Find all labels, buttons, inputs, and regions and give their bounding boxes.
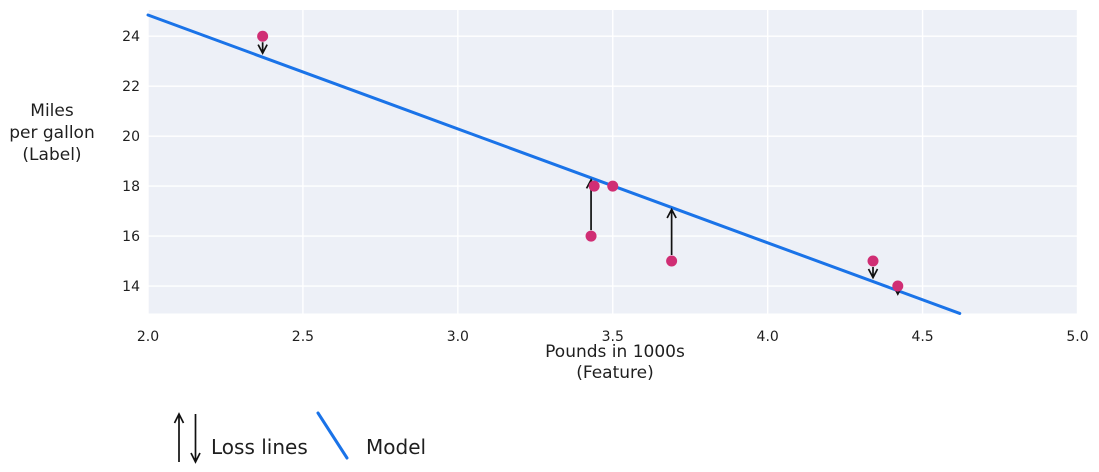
loss-lines-icon <box>173 412 201 464</box>
y-tick-label: 22 <box>122 79 140 95</box>
data-point <box>892 280 904 292</box>
legend-loss-lines-label: Loss lines <box>211 435 308 459</box>
loss-line-arrow <box>257 42 268 55</box>
data-point <box>585 230 597 242</box>
x-tick-label: 4.0 <box>757 329 779 345</box>
y-tick-label: 24 <box>122 29 140 45</box>
model-line <box>146 13 962 315</box>
y-tick-label: 20 <box>122 129 140 145</box>
data-point <box>666 255 678 267</box>
legend-model-label: Model <box>366 435 427 459</box>
y-tick-label: 18 <box>122 179 140 195</box>
y-tick-label: 14 <box>122 279 140 295</box>
x-tick-label: 2.0 <box>137 329 159 345</box>
x-axis-title: Pounds in 1000s (Feature) <box>545 342 685 383</box>
data-point <box>867 255 879 267</box>
data-point <box>588 180 600 192</box>
x-tick-label: 5.0 <box>1066 329 1088 345</box>
data-point <box>257 30 269 42</box>
model-line-icon <box>316 411 349 460</box>
y-tick-label: 16 <box>122 229 140 245</box>
loss-line-arrow <box>867 267 879 280</box>
data-point <box>607 180 619 192</box>
y-axis-title: Miles per gallon (Label) <box>9 101 95 165</box>
x-tick-label: 3.0 <box>447 329 469 345</box>
x-tick-label: 4.5 <box>911 329 933 345</box>
x-tick-label: 3.5 <box>602 329 624 345</box>
x-tick-label: 2.5 <box>292 329 314 345</box>
loss-line-arrow <box>666 207 677 256</box>
